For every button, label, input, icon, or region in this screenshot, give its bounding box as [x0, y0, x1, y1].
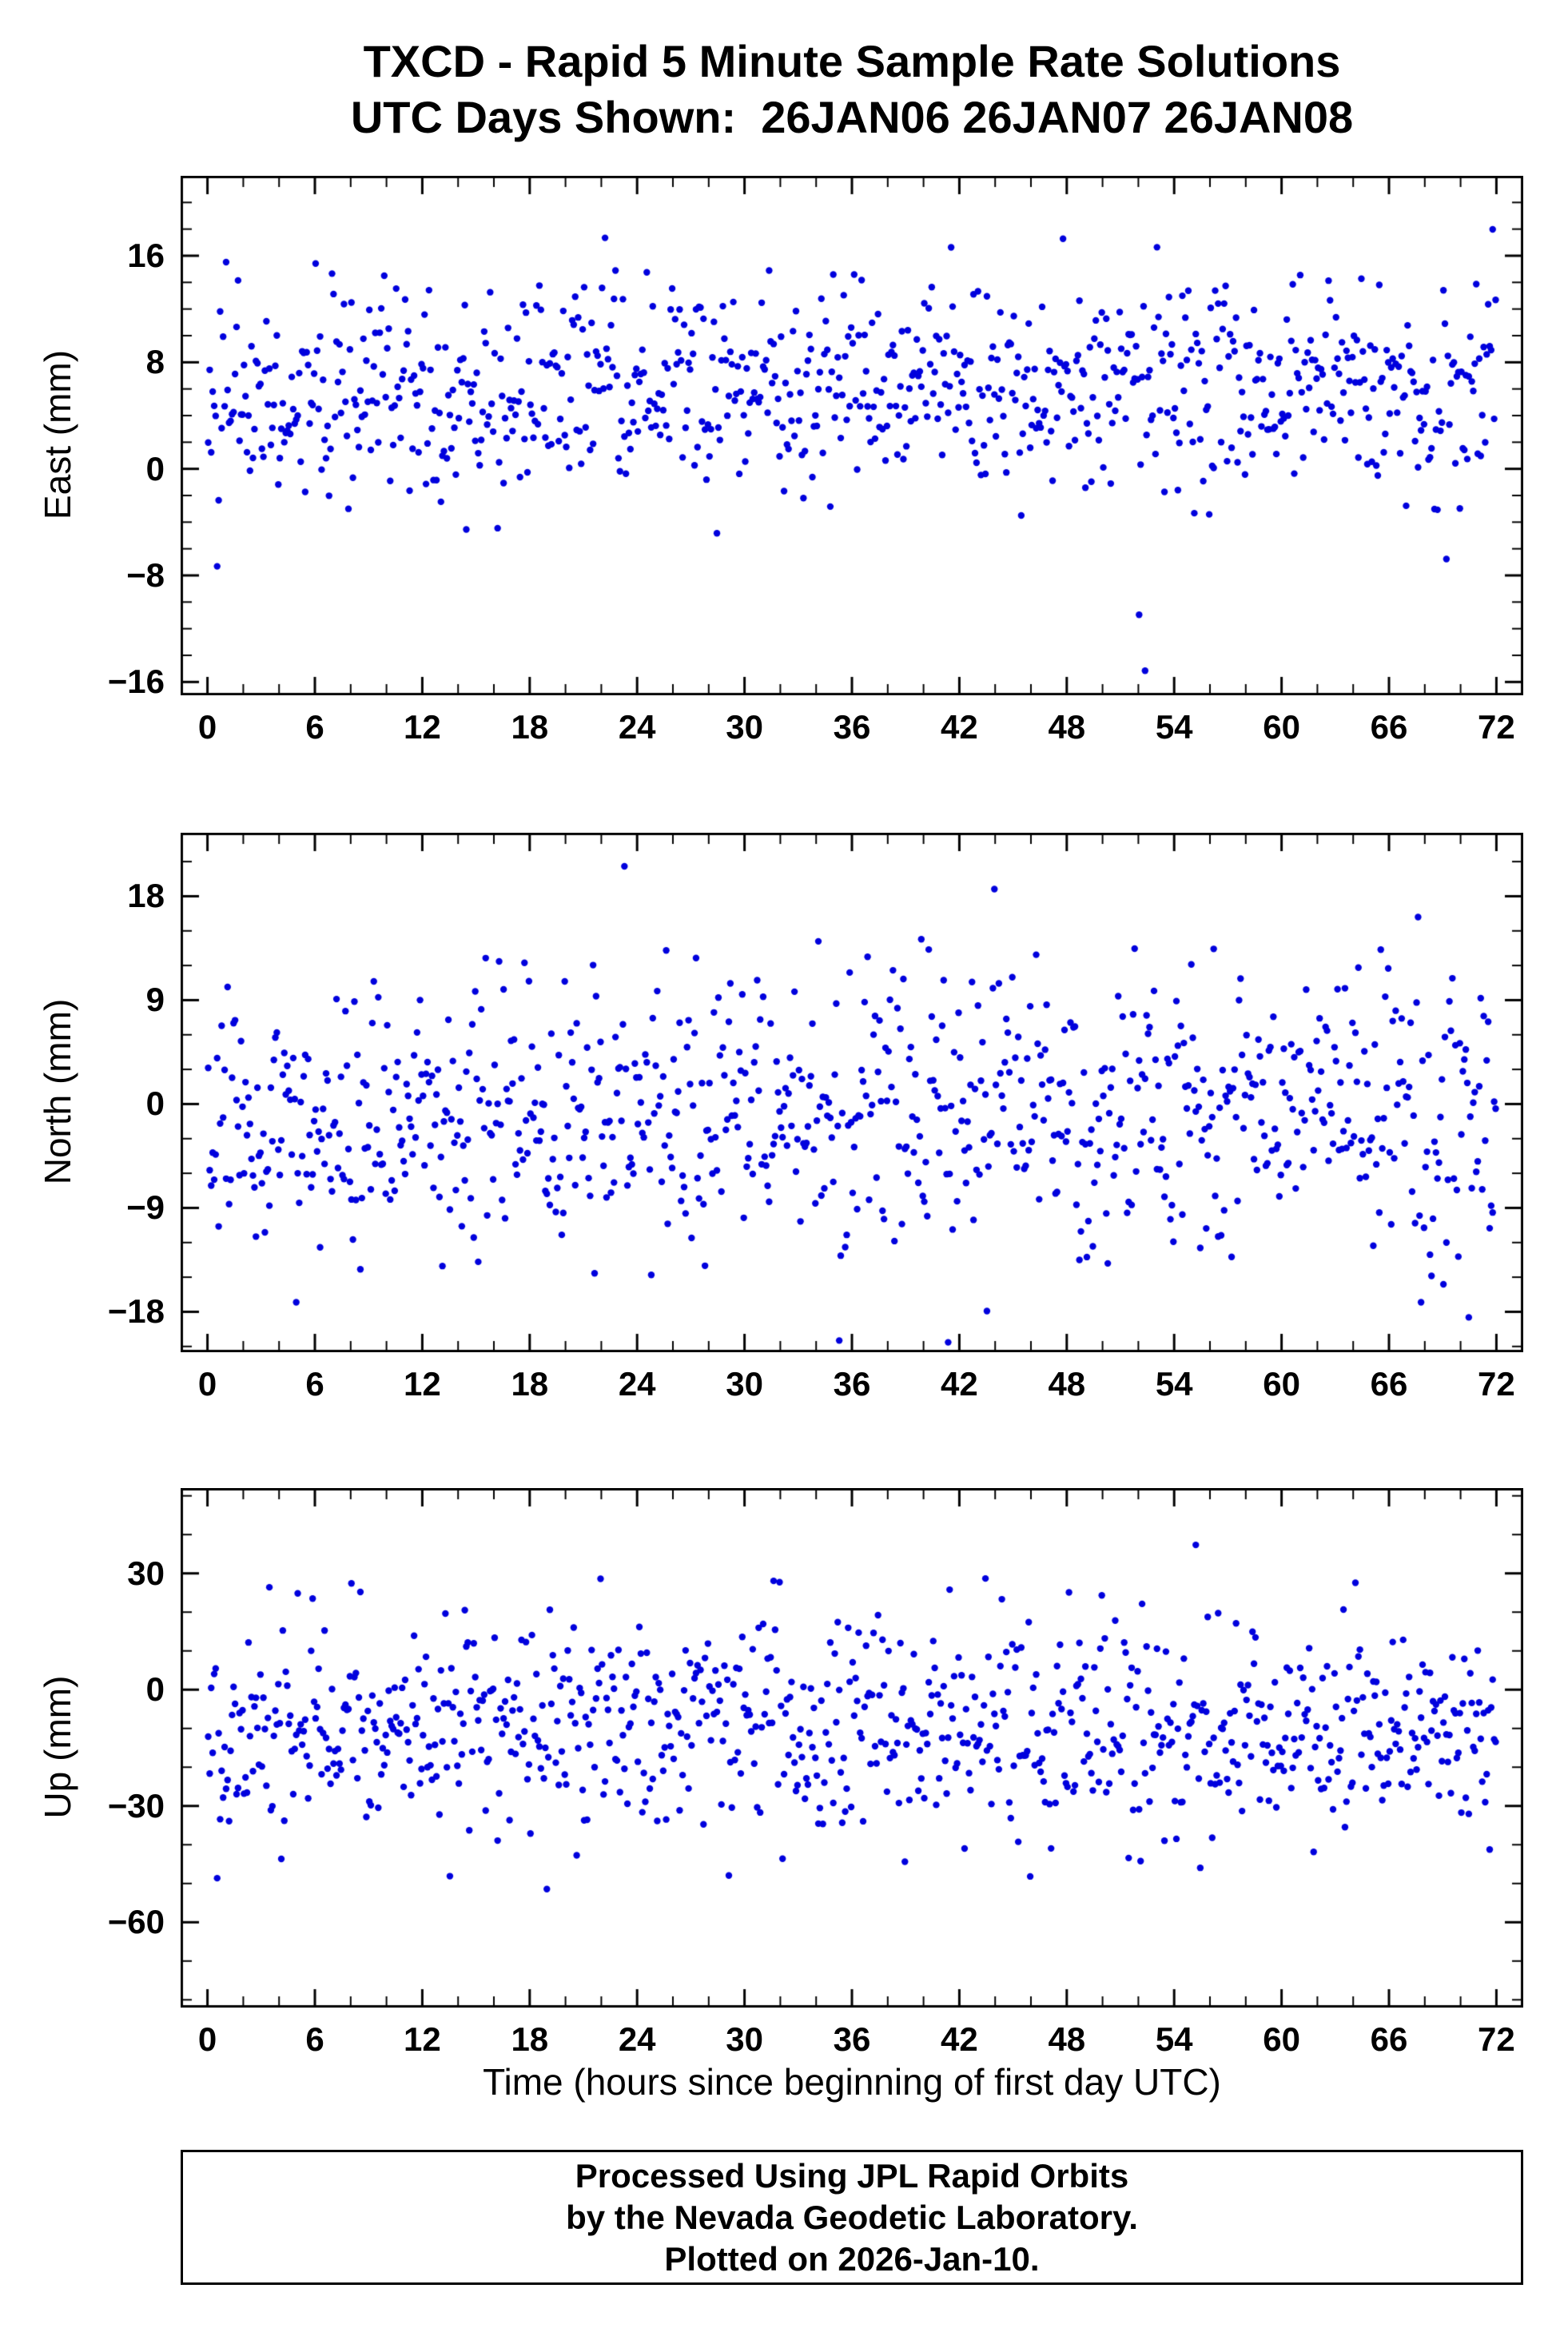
x-tick-label: 12: [404, 708, 441, 746]
x-tick-label: 18: [511, 2020, 549, 2058]
x-tick-label: 60: [1263, 1365, 1300, 1403]
x-tick-label: 30: [726, 2020, 763, 2058]
x-tick-label: 60: [1263, 2020, 1300, 2058]
chart-title-line1: TXCD - Rapid 5 Minute Sample Rate Soluti…: [363, 36, 1341, 86]
y-tick-label: 0: [145, 1670, 165, 1709]
x-tick-label: 66: [1370, 708, 1408, 746]
x-tick-label: 42: [941, 708, 978, 746]
x-tick-label: 24: [618, 1365, 656, 1403]
east-scatter-canvas: [181, 176, 1523, 695]
x-tick-label: 42: [941, 1365, 978, 1403]
y-tick-label: −16: [107, 663, 165, 701]
x-tick-label: 48: [1048, 1365, 1086, 1403]
chart-title: TXCD - Rapid 5 Minute Sample Rate Soluti…: [181, 34, 1523, 145]
x-tick-label: 48: [1048, 2020, 1086, 2058]
x-tick-label: 36: [833, 2020, 871, 2058]
y-tick-label: −30: [107, 1786, 165, 1825]
footer-line1: Processed Using JPL Rapid Orbits: [575, 2156, 1129, 2195]
x-tick-label: 36: [833, 708, 871, 746]
x-tick-label: 54: [1155, 2020, 1193, 2058]
x-tick-label: 30: [726, 708, 763, 746]
x-tick-label: 72: [1478, 2020, 1515, 2058]
y-tick-label: 18: [127, 877, 165, 915]
time-axis-label: Time (hours since beginning of first day…: [483, 2061, 1221, 2103]
y-tick-label: 9: [145, 981, 165, 1019]
x-tick-label: 24: [618, 708, 656, 746]
y-tick-label: −8: [126, 556, 165, 594]
up-scatter-canvas: [181, 1488, 1523, 2008]
x-tick-label: 36: [833, 1365, 871, 1403]
x-tick-label: 42: [941, 2020, 978, 2058]
x-tick-label: 60: [1263, 708, 1300, 746]
y-tick-label: 16: [127, 237, 165, 274]
x-tick-label: 30: [726, 1365, 763, 1403]
y-tick-label: 30: [127, 1554, 165, 1592]
x-tick-label: 0: [197, 708, 217, 746]
x-tick-label: 6: [305, 1365, 324, 1403]
y-tick-label: −60: [107, 1903, 165, 1941]
y-tick-label: 0: [145, 1084, 165, 1123]
x-tick-label: 24: [618, 2020, 656, 2058]
x-tick-label: 18: [511, 1365, 549, 1403]
x-tick-label: 48: [1048, 708, 1086, 746]
footer-line3: Plotted on 2026-Jan-10.: [664, 2239, 1040, 2278]
footer-box: Processed Using JPL Rapid Orbits by the …: [181, 2150, 1523, 2285]
x-tick-label: 0: [197, 1365, 217, 1403]
x-tick-label: 6: [305, 708, 324, 746]
x-tick-label: 6: [305, 2020, 324, 2058]
x-tick-label: 12: [404, 2020, 441, 2058]
x-tick-label: 0: [197, 2020, 217, 2058]
footer-line2: by the Nevada Geodetic Laboratory.: [566, 2198, 1138, 2236]
x-tick-label: 72: [1478, 708, 1515, 746]
x-tick-label: 18: [511, 708, 549, 746]
north-scatter-canvas: [181, 833, 1523, 1352]
x-tick-label: 54: [1155, 1365, 1193, 1403]
chart-title-line2: UTC Days Shown: 26JAN06 26JAN07 26JAN08: [350, 92, 1354, 142]
x-tick-label: 54: [1155, 708, 1193, 746]
x-tick-label: 72: [1478, 1365, 1515, 1403]
y-tick-label: 8: [145, 343, 165, 381]
y-tick-label: −9: [126, 1188, 165, 1227]
x-tick-label: 66: [1370, 1365, 1408, 1403]
x-tick-label: 66: [1370, 2020, 1408, 2058]
x-tick-label: 12: [404, 1365, 441, 1403]
y-tick-label: −18: [107, 1292, 165, 1331]
y-tick-label: 0: [145, 449, 165, 488]
